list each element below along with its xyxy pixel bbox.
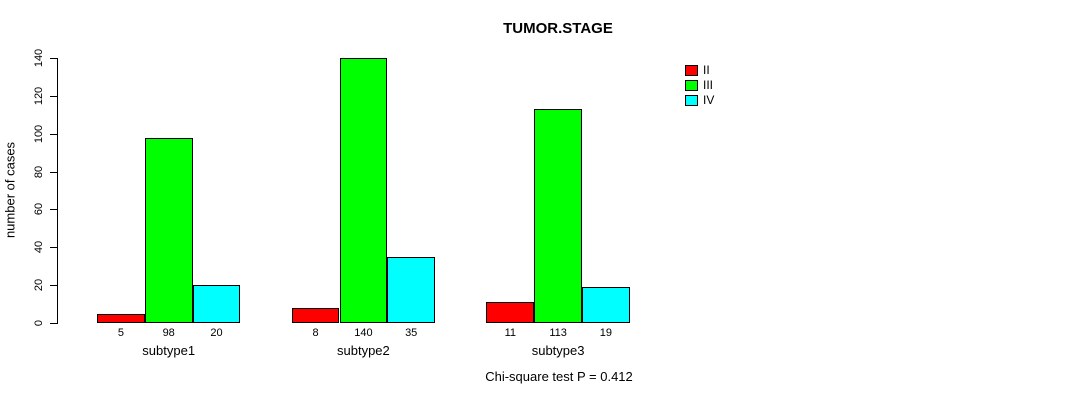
- bar-value-label: 5: [117, 327, 124, 339]
- legend-row: IV: [685, 94, 714, 106]
- y-axis-tick-label: 20: [33, 279, 45, 292]
- category-label-subtype1: subtype1: [142, 343, 196, 358]
- bar-value-label: 19: [599, 327, 613, 339]
- legend-row: III: [685, 79, 714, 91]
- bar-subtype1-IV: [192, 285, 241, 323]
- legend-swatch-IV: [685, 94, 698, 106]
- bar-subtype2-III: [339, 58, 388, 323]
- legend: II III IV: [685, 64, 714, 109]
- bar-subtype1-III: [144, 137, 193, 323]
- y-axis-tick: [50, 247, 57, 249]
- legend-swatch-III: [685, 79, 698, 91]
- y-axis-tick-label: 60: [33, 203, 45, 216]
- legend-row: II: [685, 64, 714, 76]
- category-label-subtype2: subtype2: [337, 343, 390, 358]
- y-axis-tick-label: 140: [33, 48, 45, 68]
- y-axis-line: [57, 58, 58, 324]
- bar-subtype3-III: [534, 109, 582, 323]
- chart-title: TUMOR.STAGE: [503, 20, 613, 37]
- bar-value-label: 20: [210, 327, 223, 339]
- legend-label: IV: [703, 93, 715, 107]
- y-axis-tick: [50, 209, 57, 211]
- category-label-subtype3: subtype3: [531, 343, 585, 358]
- bar-subtype2-II: [291, 307, 340, 323]
- y-axis-tick-label: 0: [33, 319, 45, 327]
- y-axis-tick: [50, 171, 57, 173]
- bar-subtype1-II: [97, 313, 145, 323]
- y-axis-tick: [50, 58, 57, 59]
- bar-value-label: 8: [312, 327, 319, 339]
- y-axis-tick-label: 40: [33, 241, 45, 254]
- chi-square-annotation: Chi-square test P = 0.412: [485, 369, 633, 384]
- legend-swatch-II: [685, 64, 698, 76]
- y-axis-tick: [50, 95, 57, 97]
- bar-value-label: 35: [405, 327, 418, 339]
- bar-value-label: 140: [354, 327, 373, 339]
- y-axis-tick-label: 100: [33, 124, 45, 143]
- y-axis-tick: [50, 323, 57, 324]
- legend-label: II: [703, 63, 710, 77]
- bar-subtype3-IV: [582, 287, 630, 323]
- bar-value-label: 98: [162, 327, 175, 339]
- bar-value-label: 11: [504, 327, 517, 339]
- bar-value-label: 113: [549, 327, 567, 339]
- bar-subtype3-II: [486, 302, 535, 323]
- legend-label: III: [703, 78, 714, 92]
- y-axis-tick: [50, 133, 57, 135]
- y-axis-tick-label: 80: [33, 165, 45, 178]
- bar-subtype2-IV: [387, 256, 436, 323]
- y-axis-tick: [50, 285, 57, 287]
- y-axis-tick-label: 120: [33, 86, 45, 106]
